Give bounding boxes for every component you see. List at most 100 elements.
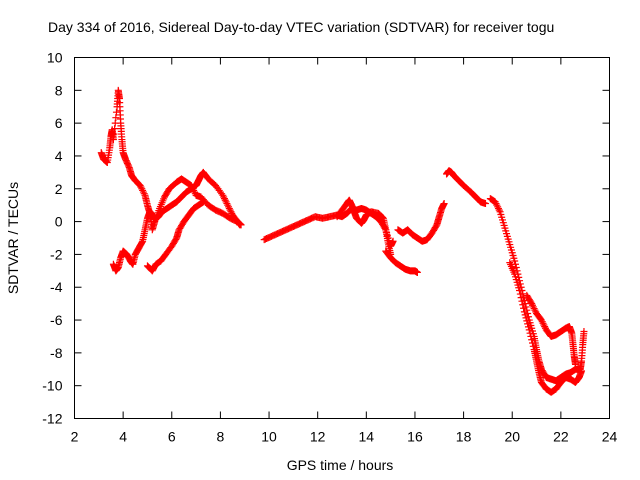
series-arc-a [97, 86, 244, 234]
x-tick-label: 20 [504, 429, 520, 445]
data-point [528, 339, 536, 347]
y-tick-label: 0 [55, 214, 63, 230]
data-point [225, 203, 233, 211]
data-point [237, 221, 245, 229]
series-arc-c [143, 198, 207, 275]
data-point [139, 188, 147, 196]
data-point [527, 332, 535, 340]
y-tick-label: -4 [50, 279, 63, 295]
series-arc-h [443, 167, 489, 208]
data-point [221, 196, 229, 204]
data-point [523, 317, 531, 325]
data-point [378, 213, 386, 221]
y-tick-label: -12 [42, 411, 62, 427]
x-tick-label: 16 [407, 429, 423, 445]
data-point [222, 198, 230, 206]
data-point [138, 238, 146, 246]
data-point [136, 181, 144, 189]
data-point [111, 125, 119, 133]
y-axis-label: SDTVAR / TECUs [5, 182, 21, 294]
data-point [112, 108, 120, 116]
data-point [492, 200, 500, 208]
data-point [481, 200, 489, 208]
data-point [531, 306, 539, 314]
data-point [511, 257, 519, 265]
data-point [524, 323, 532, 331]
data-point [224, 201, 232, 209]
data-point [528, 301, 536, 309]
data-point [530, 305, 538, 313]
x-tick-label: 14 [359, 429, 375, 445]
data-point [137, 183, 145, 191]
x-axis-label: GPS time / hours [287, 457, 394, 473]
data-point [517, 294, 525, 302]
x-tick-label: 24 [602, 429, 618, 445]
data-point [140, 190, 148, 198]
data-point [109, 136, 117, 144]
data-point [139, 186, 147, 194]
x-tick-label: 8 [217, 429, 225, 445]
series-arc-f [382, 247, 421, 276]
data-point [110, 130, 118, 138]
y-tick-label: -2 [50, 246, 63, 262]
data-point [520, 304, 528, 312]
data-point [520, 308, 528, 316]
data-point [518, 297, 526, 305]
y-tick-label: -6 [50, 312, 63, 328]
x-tick-label: 18 [456, 429, 472, 445]
data-point [220, 195, 228, 203]
data-point [526, 329, 534, 337]
data-point [226, 206, 234, 214]
data-point [495, 206, 503, 214]
data-point [571, 360, 579, 368]
series-arc-b [109, 168, 245, 275]
data-point [541, 323, 549, 331]
data-point [223, 200, 231, 208]
data-point [493, 201, 501, 209]
data-point [494, 203, 502, 211]
data-point [528, 336, 536, 344]
data-point [112, 114, 120, 122]
x-tick-label: 10 [261, 429, 277, 445]
data-point [225, 204, 233, 212]
series-arc-j [506, 259, 586, 396]
y-axis: 10 8 6 4 2 0 -2 -4 -6 -8 -10 -12 [42, 50, 610, 427]
data-point [413, 268, 421, 276]
data-point [528, 300, 536, 308]
data-point [491, 198, 499, 206]
chart-title: Day 334 of 2016, Sidereal Day-to-day VTE… [48, 19, 554, 35]
x-tick-label: 4 [119, 429, 127, 445]
y-tick-label: 10 [47, 50, 63, 66]
series-arc-k [523, 291, 579, 368]
data-point [516, 290, 524, 298]
data-point [519, 301, 527, 309]
data-point [440, 200, 448, 208]
data-point [138, 185, 146, 193]
x-axis: 2 4 6 8 10 12 14 16 18 20 22 24 [71, 57, 618, 445]
data-point [199, 198, 207, 206]
y-tick-label: 4 [55, 148, 63, 164]
data-point [494, 204, 502, 212]
data-point [227, 208, 235, 216]
x-tick-label: 6 [168, 429, 176, 445]
data-point [529, 342, 537, 350]
x-tick-label: 22 [553, 429, 569, 445]
data-point [525, 326, 533, 334]
data-point [540, 321, 548, 329]
data-point [524, 320, 532, 328]
plot-frame [74, 57, 610, 419]
data-point [529, 303, 537, 311]
data-point [580, 328, 588, 336]
x-tick-label: 2 [71, 429, 79, 445]
data-point [527, 298, 535, 306]
y-tick-label: -10 [42, 378, 62, 394]
y-tick-label: -8 [50, 345, 63, 361]
data-point [220, 193, 228, 201]
data-point [537, 316, 545, 324]
series-arc-g [394, 200, 448, 245]
data-point [219, 191, 227, 199]
data-point [522, 314, 530, 322]
data-point [538, 318, 546, 326]
y-tick-label: 6 [55, 115, 63, 131]
